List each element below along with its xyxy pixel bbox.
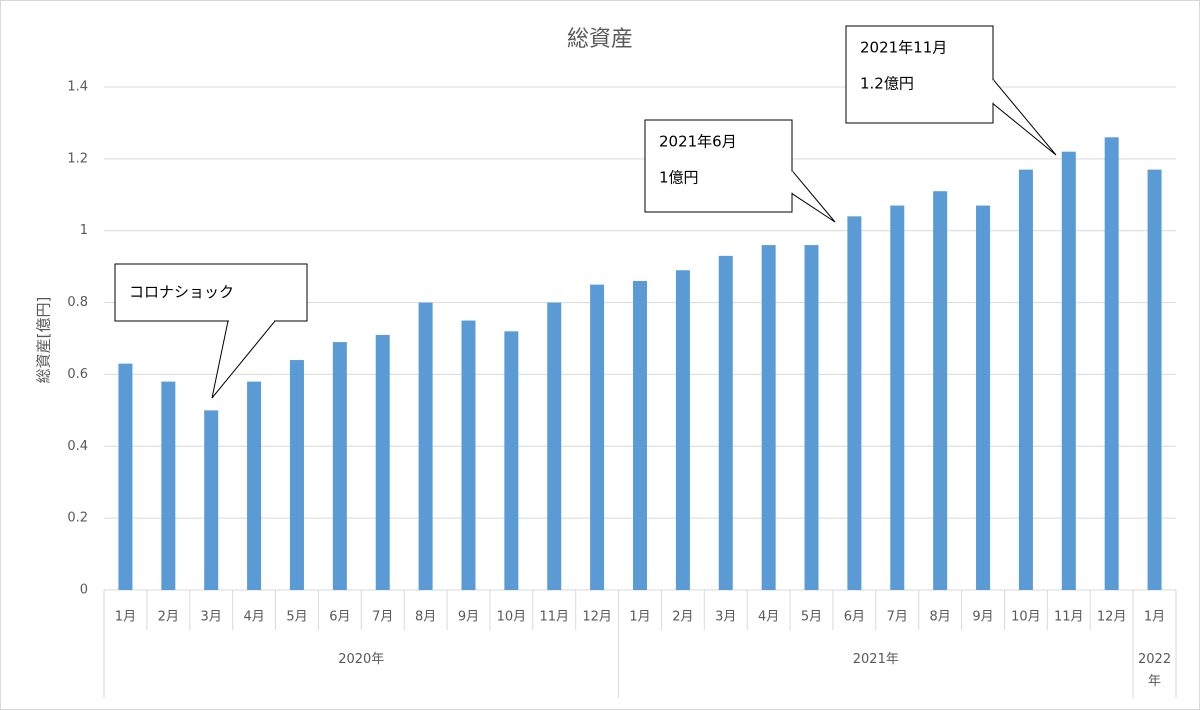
bar	[933, 191, 948, 590]
bar	[1061, 151, 1076, 590]
x-tick-label: 6月	[844, 610, 865, 625]
x-tick-label: 1月	[1144, 610, 1165, 625]
x-tick-label: 1月	[629, 610, 650, 625]
bar	[1018, 169, 1033, 590]
bar	[1104, 137, 1119, 591]
bar	[247, 381, 262, 590]
chart-title: 総資産	[567, 27, 633, 52]
x-tick-label: 1月	[115, 610, 136, 625]
x-tick-label: 8月	[930, 610, 951, 625]
callout-box	[845, 25, 994, 124]
bar	[633, 281, 647, 590]
x-tick-label: 2月	[158, 610, 179, 625]
y-tick-label: 0.6	[67, 367, 88, 382]
y-tick-label: 0.4	[67, 439, 88, 454]
x-group-label: 2021年	[852, 652, 899, 667]
x-group-label: 2022年	[1138, 652, 1172, 689]
y-tick-label: 0.8	[67, 295, 88, 310]
y-tick-label: 1	[80, 223, 88, 238]
bar	[718, 255, 733, 590]
callout-text: 2021年11月	[860, 39, 947, 57]
x-tick-label: 7月	[887, 610, 908, 625]
x-tick-label: 9月	[972, 610, 993, 625]
x-tick-label: 11月	[539, 610, 569, 625]
x-tick-label: 8月	[415, 610, 436, 625]
bar	[161, 381, 176, 590]
bar	[547, 302, 562, 590]
x-tick-label: 3月	[201, 610, 222, 625]
y-tick-label: 0.2	[67, 511, 88, 526]
callout-text: コロナショック	[129, 283, 234, 301]
bar	[761, 245, 776, 591]
x-tick-label: 3月	[715, 610, 736, 625]
x-tick-label: 9月	[458, 610, 479, 625]
bar	[461, 320, 476, 590]
bar	[804, 245, 819, 591]
y-tick-label: 1.4	[67, 80, 88, 95]
bar	[675, 270, 690, 590]
x-tick-label: 12月	[582, 610, 612, 625]
callout-text: 2021年6月	[659, 133, 737, 151]
bar	[504, 331, 519, 590]
bar	[418, 302, 433, 590]
x-tick-label: 2月	[672, 610, 693, 625]
callout-text: 1億円	[659, 169, 699, 187]
x-tick-label: 5月	[286, 610, 307, 625]
callout-text: 1.2億円	[860, 75, 914, 93]
bar	[332, 342, 347, 590]
callout-box	[114, 263, 308, 322]
y-tick-label: 0	[80, 583, 88, 598]
x-tick-label: 5月	[801, 610, 822, 625]
x-tick-label: 4月	[243, 610, 264, 625]
bar	[204, 410, 219, 590]
bar	[289, 360, 304, 590]
bar	[847, 216, 862, 591]
y-axis-title: 総資産[億円]	[35, 297, 53, 384]
x-tick-label: 12月	[1097, 610, 1127, 625]
bar	[1147, 169, 1162, 590]
x-tick-label: 6月	[329, 610, 350, 625]
bar	[890, 205, 905, 591]
x-group-label: 2020年	[338, 652, 385, 667]
x-tick-label: 11月	[1054, 610, 1084, 625]
bar	[590, 284, 605, 590]
callout-box	[644, 119, 793, 213]
y-tick-label: 1.2	[67, 151, 88, 166]
x-tick-label: 7月	[372, 610, 393, 625]
x-tick-label: 4月	[758, 610, 779, 625]
bar	[375, 334, 390, 590]
x-tick-label: 10月	[497, 610, 527, 625]
bar	[976, 205, 991, 591]
x-tick-label: 10月	[1011, 610, 1041, 625]
bar	[118, 363, 133, 590]
